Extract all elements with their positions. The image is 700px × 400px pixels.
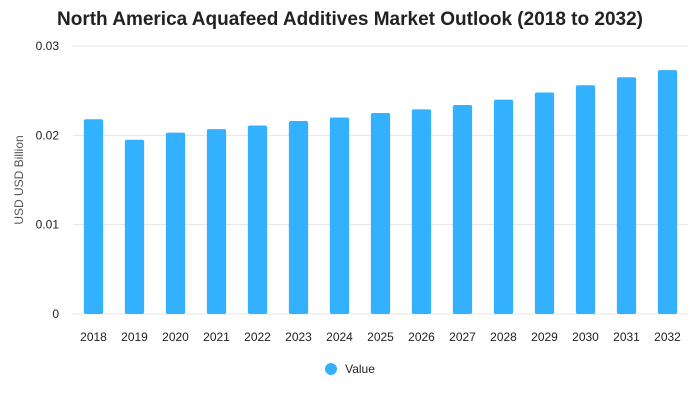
bar-2031[interactable] (616, 77, 637, 315)
x-tick-label: 2020 (162, 330, 189, 344)
bar-2030[interactable] (575, 85, 596, 314)
bar-2029[interactable] (534, 92, 555, 314)
x-tick-label: 2029 (531, 330, 558, 344)
legend-label[interactable]: Value (345, 362, 375, 376)
x-tick-label: 2030 (572, 330, 599, 344)
y-tick-label: 0.01 (36, 218, 60, 232)
x-tick-label: 2021 (203, 330, 230, 344)
x-tick-label: 2026 (408, 330, 435, 344)
x-tick-label: 2022 (244, 330, 271, 344)
bar-2028[interactable] (493, 99, 514, 314)
bar-2019[interactable] (124, 139, 145, 314)
x-tick-label: 2025 (367, 330, 394, 344)
bars (83, 70, 678, 315)
chart-title: North America Aquafeed Additives Market … (57, 9, 643, 30)
x-tick-label: 2032 (654, 330, 681, 344)
y-tick-label: 0.02 (36, 128, 60, 142)
legend: Value (0, 362, 700, 376)
y-axis-title: USD USD Billion (12, 135, 26, 224)
bar-2032[interactable] (657, 70, 678, 315)
x-tick-label: 2024 (326, 330, 353, 344)
y-axis-ticks: 0 0.01 0.02 0.03 (36, 39, 60, 321)
x-tick-label: 2028 (490, 330, 517, 344)
x-tick-label: 2031 (613, 330, 640, 344)
legend-swatch (325, 363, 338, 375)
bar-2026[interactable] (411, 109, 432, 314)
y-tick-label: 0 (52, 307, 59, 321)
bar-2018[interactable] (83, 119, 104, 315)
x-tick-label: 2027 (449, 330, 476, 344)
x-tick-label: 2023 (285, 330, 312, 344)
x-tick-label: 2019 (121, 330, 148, 344)
x-tick-label: 2018 (80, 330, 107, 344)
bar-2021[interactable] (206, 129, 227, 314)
bar-2027[interactable] (452, 104, 473, 315)
bar-2025[interactable] (370, 113, 391, 314)
x-axis-ticks: 2018 2019 2020 2021 2022 2023 2024 2025 2026 2027… (80, 330, 681, 344)
y-tick-label: 0.03 (36, 39, 60, 53)
bar-2024[interactable] (329, 117, 350, 314)
bar-2022[interactable] (247, 125, 268, 314)
bar-2023[interactable] (288, 121, 309, 314)
bar-2020[interactable] (165, 132, 186, 314)
